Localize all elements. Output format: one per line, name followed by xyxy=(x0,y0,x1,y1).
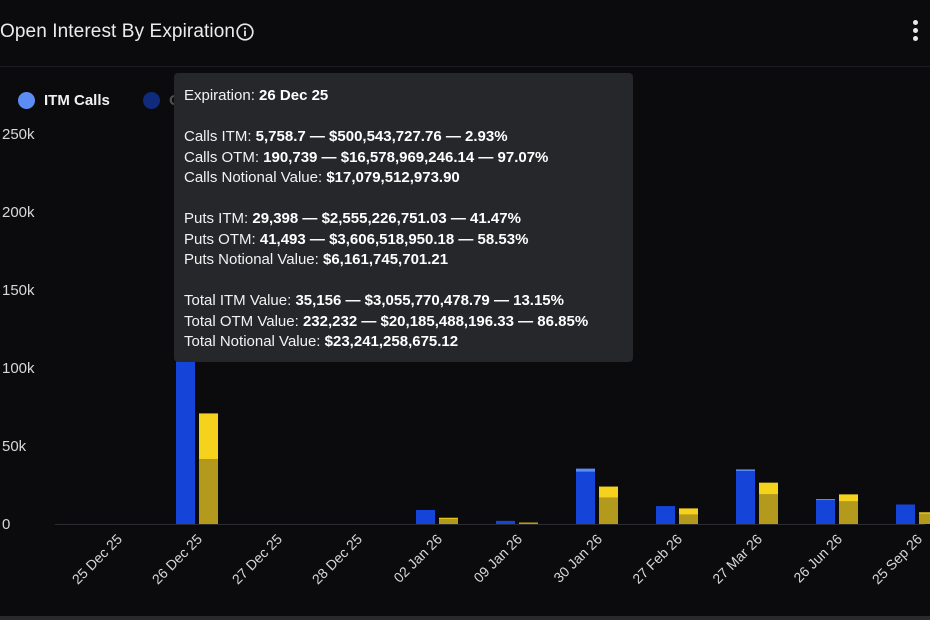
x-tick-label: 02 Jan 26 xyxy=(390,531,445,586)
x-tick-label: 25 Dec 25 xyxy=(69,531,126,588)
bar-otm-puts[interactable] xyxy=(759,494,778,524)
kebab-menu-icon[interactable] xyxy=(906,20,924,46)
panel-header: Open Interest By Expiration xyxy=(0,0,930,67)
info-circle-icon[interactable] xyxy=(236,23,254,41)
tooltip-expiration: Expiration: 26 Dec 25 xyxy=(184,87,329,104)
bar-itm-puts[interactable] xyxy=(679,508,698,515)
bar-itm-calls[interactable] xyxy=(816,499,835,501)
bar-itm-puts[interactable] xyxy=(919,512,930,514)
tooltip-row-label: Puts ITM: xyxy=(184,210,249,227)
tooltip-row: Calls OTM: 190,739 — $16,578,969,246.14 … xyxy=(184,148,623,169)
bar-itm-puts[interactable] xyxy=(759,482,778,495)
bar-otm-puts[interactable] xyxy=(919,513,930,524)
bar-otm-calls[interactable] xyxy=(816,499,835,524)
bar-itm-puts[interactable] xyxy=(599,486,618,498)
tooltip-row-value: 35,156 — $3,055,770,478.79 — 13.15% xyxy=(295,292,564,309)
legend-swatch xyxy=(18,92,35,109)
bar-otm-calls[interactable] xyxy=(736,470,755,524)
tooltip-row: Puts OTM: 41,493 — $3,606,518,950.18 — 5… xyxy=(184,230,623,251)
x-tick-label: 27 Dec 25 xyxy=(229,531,286,588)
y-tick-label: 250k xyxy=(2,126,35,143)
tooltip-row-value: $23,241,258,675.12 xyxy=(324,333,459,350)
x-tick-label: 26 Jun 26 xyxy=(790,531,845,586)
tooltip-row-label: Calls Notional Value: xyxy=(184,169,323,186)
chart-tooltip: Expiration: 26 Dec 25 Calls ITM: 5,758.7… xyxy=(174,73,633,362)
bar-otm-puts[interactable] xyxy=(519,522,538,524)
x-tick-label: 28 Dec 25 xyxy=(309,531,366,588)
bar-otm-calls[interactable] xyxy=(656,506,675,524)
y-tick-label: 100k xyxy=(2,360,35,377)
tooltip-row: Total ITM Value: 35,156 — $3,055,770,478… xyxy=(184,291,623,312)
bar-itm-puts[interactable] xyxy=(199,413,218,460)
bar-otm-puts[interactable] xyxy=(839,501,858,524)
tooltip-row: Calls ITM: 5,758.7 — $500,543,727.76 — 2… xyxy=(184,127,623,148)
tooltip-row-value: 41,493 — $3,606,518,950.18 — 58.53% xyxy=(259,230,529,248)
y-tick-label: 150k xyxy=(2,282,35,299)
tooltip-row-label: Total ITM Value: xyxy=(184,292,292,309)
tooltip-row-label: Total OTM Value: xyxy=(184,312,299,330)
tooltip-row: Calls Notional Value: $17,079,512,973.90 xyxy=(184,168,623,189)
bar-otm-puts[interactable] xyxy=(439,518,458,524)
tooltip-row-label: Puts OTM: xyxy=(184,230,256,248)
tooltip-row-label: Total Notional Value: xyxy=(184,333,321,350)
bar-otm-calls[interactable] xyxy=(576,471,595,524)
bar-otm-puts[interactable] xyxy=(679,514,698,524)
bar-otm-calls[interactable] xyxy=(496,520,515,524)
page-title: Open Interest By Expiration xyxy=(0,21,236,42)
tooltip-row-value: 190,739 — $16,578,969,246.14 — 97.07% xyxy=(263,148,549,166)
tooltip-row: Puts Notional Value: $6,161,745,701.21 xyxy=(184,250,623,271)
tooltip-row-value: 29,398 — $2,555,226,751.03 — 41.47% xyxy=(252,210,521,227)
x-tick-label: 30 Jan 26 xyxy=(550,531,605,586)
tooltip-row: Total Notional Value: $23,241,258,675.12 xyxy=(184,332,623,353)
tooltip-row-label: Calls ITM: xyxy=(184,128,252,145)
tooltip-row-value: $6,161,745,701.21 xyxy=(322,251,449,268)
tooltip-row-label: Calls OTM: xyxy=(184,148,259,166)
x-tick-label: 25 Sep 26 xyxy=(869,531,926,588)
bar-otm-puts[interactable] xyxy=(599,497,618,524)
x-tick-label: 26 Dec 25 xyxy=(149,531,206,588)
tooltip-row: Puts ITM: 29,398 — $2,555,226,751.03 — 4… xyxy=(184,209,623,230)
legend-swatch xyxy=(143,92,160,109)
y-tick-label: 200k xyxy=(2,204,35,221)
bar-itm-calls[interactable] xyxy=(736,469,755,471)
x-tick-label: 09 Jan 26 xyxy=(470,531,525,586)
bar-otm-calls[interactable] xyxy=(416,509,435,524)
bar-otm-puts[interactable] xyxy=(199,459,218,524)
legend-label: ITM Calls xyxy=(44,92,110,109)
bar-itm-puts[interactable] xyxy=(839,494,858,502)
tooltip-row-value: 232,232 — $20,185,488,196.33 — 86.85% xyxy=(302,312,589,330)
tooltip-row: Total OTM Value: 232,232 — $20,185,488,1… xyxy=(184,312,623,333)
tooltip-row-value: 5,758.7 — $500,543,727.76 — 2.93% xyxy=(255,128,508,145)
y-tick-label: 50k xyxy=(2,438,27,455)
x-tick-label: 27 Feb 26 xyxy=(629,531,685,587)
tooltip-row-label: Puts Notional Value: xyxy=(184,251,319,268)
bar-itm-puts[interactable] xyxy=(439,517,458,519)
x-tick-label: 27 Mar 26 xyxy=(709,531,765,587)
bar-itm-calls[interactable] xyxy=(576,468,595,472)
bottom-strip xyxy=(0,616,930,620)
bar-otm-calls[interactable] xyxy=(896,504,915,525)
y-tick-label: 0 xyxy=(2,516,10,533)
tooltip-row-value: $17,079,512,973.90 xyxy=(326,169,460,186)
